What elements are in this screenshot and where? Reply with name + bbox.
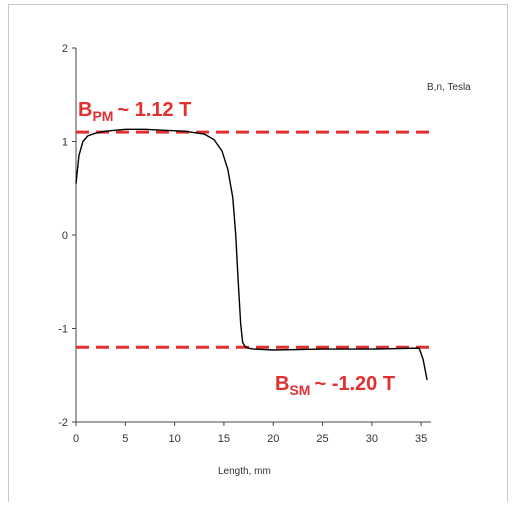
series-group — [75, 128, 428, 381]
reference-line-annotation: BSM ~ -1.20 T — [275, 373, 395, 398]
y-tick-label: -2 — [58, 417, 68, 429]
y-tick-label: 1 — [62, 137, 68, 149]
series-line — [75, 128, 428, 381]
x-tick-label: 35 — [415, 433, 427, 445]
x-tick-label: 25 — [316, 433, 328, 445]
chart-frame — [8, 4, 508, 502]
x-tick-label: 30 — [366, 433, 378, 445]
annotation-value: ~ 1.12 T — [117, 99, 191, 121]
annotation-value: ~ -1.20 T — [314, 373, 395, 395]
x-axis-label: Length, mm — [218, 466, 271, 477]
annotation-subscript: SM — [289, 382, 310, 398]
x-tick-label: 10 — [168, 433, 180, 445]
reference-line-annotation: BPM ~ 1.12 T — [78, 99, 191, 124]
y-axis-label: B,n, Tesla — [427, 82, 471, 93]
y-ticks: 2 1 0 -1 -2 — [58, 43, 76, 429]
y-tick-label: 0 — [62, 230, 68, 242]
x-tick-label: 20 — [267, 433, 279, 445]
x-ticks: 0 5 10 15 20 25 30 35 — [73, 422, 427, 445]
x-tick-label: 0 — [73, 433, 79, 445]
x-tick-label: 5 — [122, 433, 128, 445]
axes: 0 5 10 15 20 25 30 35 210-1-2 — [58, 43, 431, 445]
annotation-symbol: B — [78, 99, 92, 121]
annotation-subscript: PM — [92, 108, 113, 124]
y-tick-label: 2 — [62, 43, 68, 55]
y-tick-label: -1 — [58, 324, 68, 336]
x-tick-label: 15 — [218, 433, 230, 445]
annotation-symbol: B — [275, 373, 289, 395]
